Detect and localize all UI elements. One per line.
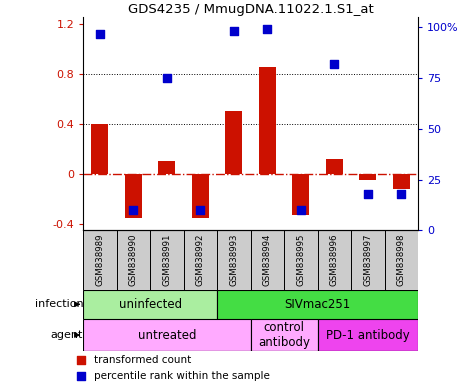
Bar <box>251 319 317 351</box>
Bar <box>83 319 251 351</box>
Text: GSM838994: GSM838994 <box>263 234 272 286</box>
Text: uninfected: uninfected <box>119 298 181 311</box>
Text: SIVmac251: SIVmac251 <box>285 298 351 311</box>
Bar <box>293 174 309 215</box>
Text: percentile rank within the sample: percentile rank within the sample <box>94 371 270 381</box>
Bar <box>83 230 117 290</box>
Text: PD-1 antibody: PD-1 antibody <box>326 329 409 341</box>
Point <box>398 191 405 197</box>
Bar <box>92 124 108 174</box>
Bar <box>393 174 409 189</box>
Point <box>163 75 171 81</box>
Point <box>197 207 204 213</box>
Bar <box>159 161 175 174</box>
Text: GSM838995: GSM838995 <box>296 234 305 286</box>
Title: GDS4235 / MmugDNA.11022.1.S1_at: GDS4235 / MmugDNA.11022.1.S1_at <box>128 3 373 16</box>
Text: control
antibody: control antibody <box>258 321 310 349</box>
Point <box>264 26 271 33</box>
Text: GSM838998: GSM838998 <box>397 234 406 286</box>
Bar <box>192 174 209 218</box>
Bar <box>217 230 251 290</box>
Bar <box>351 230 385 290</box>
Bar <box>150 230 184 290</box>
Bar <box>251 230 284 290</box>
Text: infection: infection <box>35 299 83 310</box>
Bar <box>284 230 318 290</box>
Point <box>297 207 304 213</box>
Point <box>96 30 104 36</box>
Text: agent: agent <box>51 330 83 340</box>
Bar <box>125 174 142 218</box>
Point <box>230 28 238 35</box>
Point <box>77 358 85 364</box>
Bar <box>184 230 217 290</box>
Text: GSM838997: GSM838997 <box>363 234 372 286</box>
Text: GSM838996: GSM838996 <box>330 234 339 286</box>
Point <box>364 191 371 197</box>
Bar <box>259 68 275 174</box>
Bar <box>117 230 150 290</box>
Bar <box>317 230 351 290</box>
Bar <box>226 111 242 174</box>
Bar <box>326 159 342 174</box>
Text: GSM838989: GSM838989 <box>95 234 104 286</box>
Bar <box>217 290 418 319</box>
Bar <box>360 174 376 180</box>
Text: GSM838990: GSM838990 <box>129 234 138 286</box>
Bar <box>83 290 217 319</box>
Bar <box>317 319 418 351</box>
Text: GSM838993: GSM838993 <box>229 234 238 286</box>
Bar <box>385 230 418 290</box>
Text: GSM838991: GSM838991 <box>162 234 171 286</box>
Text: transformed count: transformed count <box>94 356 191 366</box>
Text: GSM838992: GSM838992 <box>196 234 205 286</box>
Text: untreated: untreated <box>138 329 196 341</box>
Point <box>130 207 137 213</box>
Point <box>331 61 338 67</box>
Point <box>77 373 85 379</box>
